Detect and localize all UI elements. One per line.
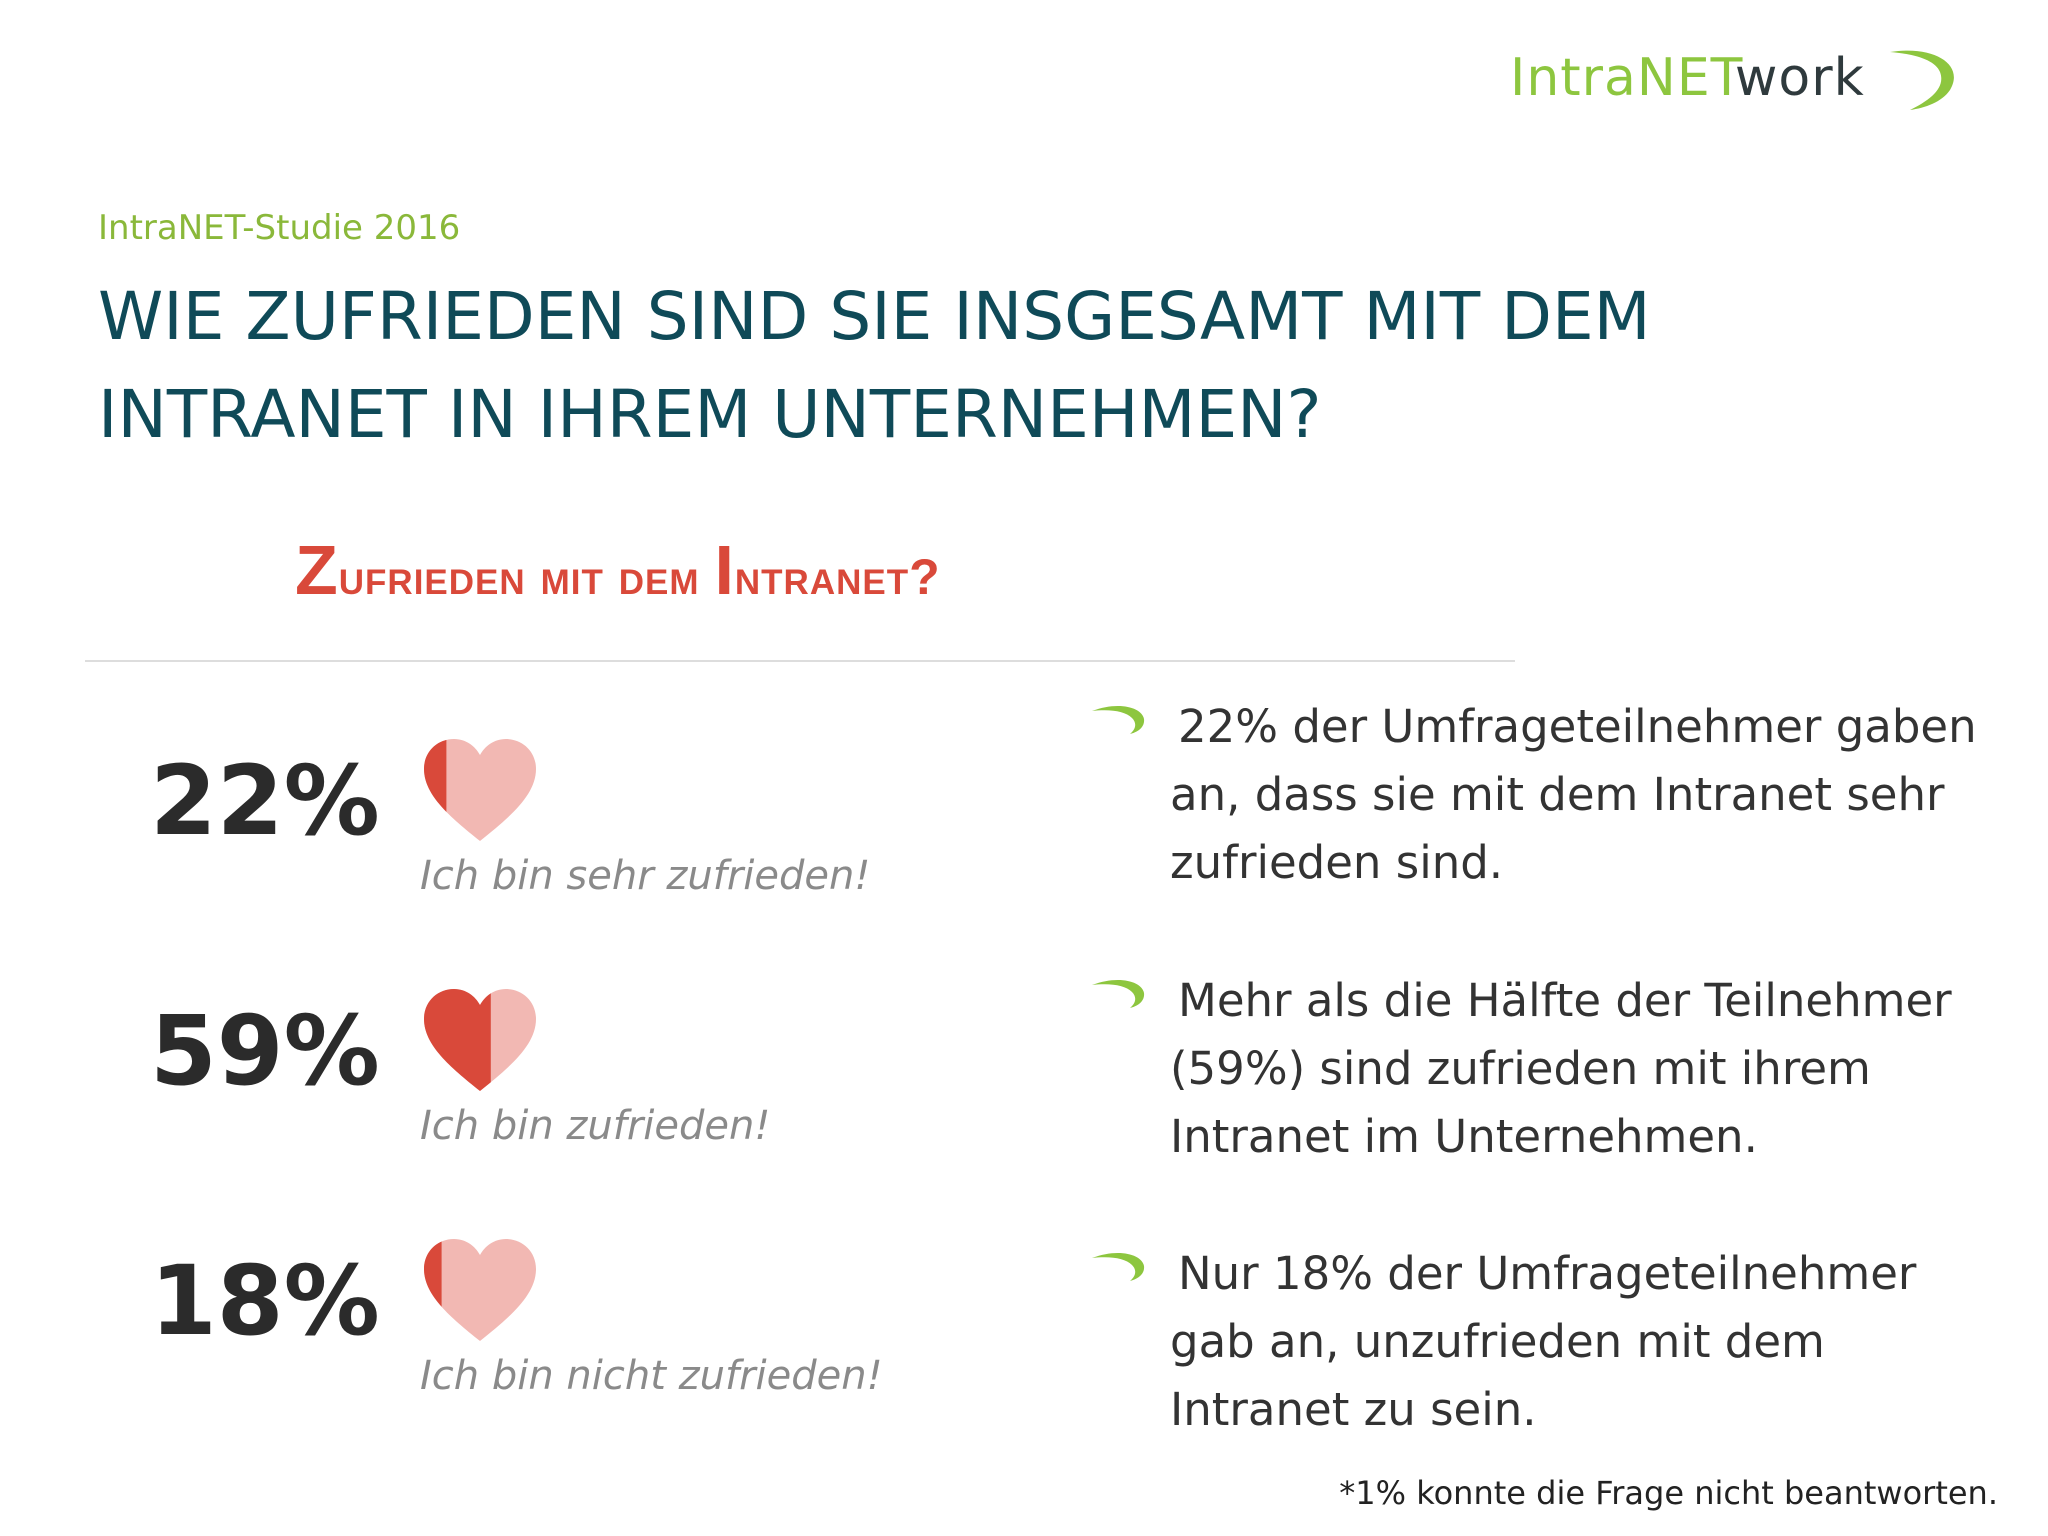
stat-caption: Ich bin zufrieden! bbox=[420, 1103, 771, 1149]
stat-value: 22% bbox=[150, 745, 380, 857]
bullet-text: Nur 18% der Umfrageteilnehmer gab an, un… bbox=[1170, 1247, 1917, 1436]
stat-caption: Ich bin sehr zufrieden! bbox=[420, 853, 871, 899]
heart-icon bbox=[424, 989, 536, 1091]
arrow-bullet-icon bbox=[1092, 1252, 1145, 1281]
page-title: WIE ZUFRIEDEN SIND SIE INSGESAMT MIT DEM… bbox=[98, 278, 1651, 453]
study-subtitle: IntraNET-Studie 2016 bbox=[98, 208, 461, 248]
logo-swoosh-icon bbox=[1890, 50, 1954, 110]
heart-fill-mark bbox=[424, 1241, 442, 1307]
logo-text-part2: work bbox=[1734, 48, 1865, 108]
bullet-item: 22% der Umfrageteilnehmer gaben an, dass… bbox=[1090, 693, 2010, 897]
heart-fill-mark bbox=[424, 989, 491, 1091]
heart-fill-mark bbox=[424, 740, 447, 812]
heart-unfilled-part bbox=[424, 739, 536, 841]
divider bbox=[85, 660, 1515, 662]
stat-caption: Ich bin nicht zufrieden! bbox=[420, 1353, 883, 1399]
intranetwork-logo: IntraNETwork bbox=[1500, 40, 1970, 120]
arrow-bullet-icon bbox=[1092, 705, 1145, 734]
stat-value: 59% bbox=[150, 995, 380, 1107]
stat-row-not-satisfied: 18% Ich bin nicht zufrieden! bbox=[150, 1239, 1050, 1465]
footnote: *1% konnte die Frage nicht beantworten. bbox=[1339, 1474, 1998, 1512]
chart-title: Zufrieden mit dem Intranet? bbox=[295, 531, 941, 609]
heart-icon bbox=[424, 739, 536, 841]
bullet-item: Mehr als die Hälfte der Teilnehmer (59%)… bbox=[1090, 967, 2010, 1171]
logo-text-part1: IntraNET bbox=[1510, 48, 1735, 108]
stat-row-very-satisfied: 22% Ich bin sehr zufrieden! bbox=[150, 739, 1050, 965]
arrow-bullet-icon bbox=[1092, 979, 1145, 1008]
logo-wordmark: IntraNETwork bbox=[1510, 48, 1865, 108]
bullet-text: Mehr als die Hälfte der Teilnehmer (59%)… bbox=[1170, 974, 1952, 1163]
bullet-item: Nur 18% der Umfrageteilnehmer gab an, un… bbox=[1090, 1240, 2010, 1444]
bullet-text: 22% der Umfrageteilnehmer gaben an, dass… bbox=[1170, 700, 1977, 889]
heart-icon bbox=[424, 1239, 536, 1341]
stat-value: 18% bbox=[150, 1245, 380, 1357]
stat-row-satisfied: 59% Ich bin zufrieden! bbox=[150, 989, 1050, 1215]
heart-unfilled-part bbox=[424, 1239, 536, 1341]
